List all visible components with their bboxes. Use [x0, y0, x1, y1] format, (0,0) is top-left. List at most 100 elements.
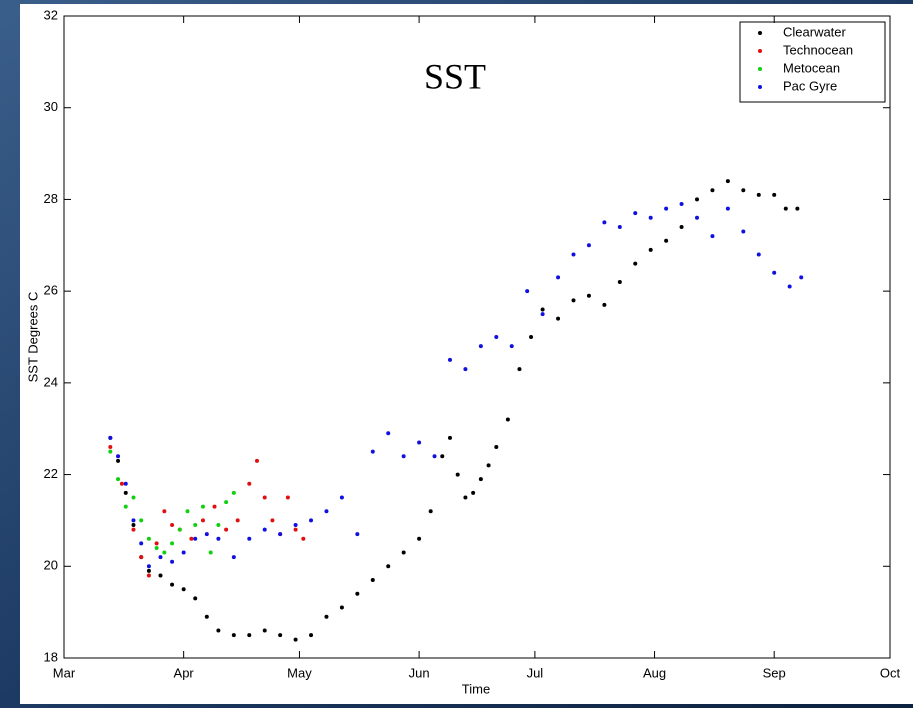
point: [799, 275, 804, 280]
point: [212, 504, 217, 509]
point: [293, 527, 298, 532]
legend-marker: [758, 67, 762, 71]
point: [193, 596, 198, 601]
point: [648, 247, 653, 252]
point: [162, 509, 167, 514]
point: [139, 541, 144, 546]
point: [181, 550, 186, 555]
point: [154, 545, 159, 550]
chart-title: SST: [424, 56, 486, 96]
point: [386, 564, 391, 569]
point: [170, 523, 175, 528]
point: [417, 536, 422, 541]
point: [401, 454, 406, 459]
point: [262, 527, 267, 532]
point: [193, 523, 198, 528]
point: [231, 555, 236, 560]
point: [116, 458, 121, 463]
point: [664, 206, 669, 211]
point: [783, 206, 788, 211]
point: [131, 523, 136, 528]
point: [139, 518, 144, 523]
point: [216, 536, 221, 541]
point: [440, 454, 445, 459]
point: [432, 454, 437, 459]
point: [401, 550, 406, 555]
point: [278, 633, 283, 638]
point: [355, 532, 360, 537]
point: [131, 495, 136, 500]
point: [170, 541, 175, 546]
point: [278, 532, 283, 537]
point: [146, 568, 151, 573]
point: [204, 614, 209, 619]
point: [119, 481, 124, 486]
point: [216, 628, 221, 633]
point: [116, 454, 121, 459]
point: [247, 536, 252, 541]
point: [170, 582, 175, 587]
y-tick-label: 32: [44, 7, 58, 22]
point: [586, 293, 591, 298]
point: [139, 555, 144, 560]
point: [633, 211, 638, 216]
y-tick-label: 24: [44, 374, 58, 389]
point: [648, 215, 653, 220]
point: [679, 224, 684, 229]
point: [224, 500, 229, 505]
point: [200, 504, 205, 509]
point: [679, 202, 684, 207]
point: [756, 252, 761, 257]
y-tick-label: 18: [44, 649, 58, 664]
point: [695, 197, 700, 202]
point: [208, 550, 213, 555]
x-tick-label: Jun: [409, 665, 430, 680]
point: [285, 495, 290, 500]
point: [216, 523, 221, 528]
point: [795, 206, 800, 211]
point: [617, 224, 622, 229]
point: [185, 509, 190, 514]
point: [756, 192, 761, 197]
point: [262, 628, 267, 633]
point: [324, 614, 329, 619]
legend: [739, 21, 886, 103]
point: [293, 637, 298, 642]
point: [525, 289, 530, 294]
point: [270, 518, 275, 523]
point: [146, 536, 151, 541]
point: [571, 298, 576, 303]
point: [123, 504, 128, 509]
point: [370, 449, 375, 454]
x-tick-label: May: [287, 665, 312, 680]
point: [123, 481, 128, 486]
point: [725, 179, 730, 184]
x-tick-label: Oct: [880, 665, 901, 680]
point: [131, 527, 136, 532]
point: [146, 564, 151, 569]
point: [301, 536, 306, 541]
x-tick-label: Sep: [763, 665, 786, 680]
point: [617, 279, 622, 284]
legend-marker: [758, 85, 762, 89]
point: [787, 284, 792, 289]
point: [309, 633, 314, 638]
y-tick-label: 26: [44, 283, 58, 298]
point: [428, 509, 433, 514]
point: [586, 243, 591, 248]
legend-label: Metocean: [783, 60, 840, 75]
point: [417, 440, 422, 445]
point: [478, 344, 483, 349]
point: [146, 573, 151, 578]
point: [324, 509, 329, 514]
point: [540, 312, 545, 317]
point: [339, 495, 344, 500]
point: [772, 192, 777, 197]
point: [463, 367, 468, 372]
point: [170, 559, 175, 564]
point: [486, 463, 491, 468]
point: [463, 495, 468, 500]
point: [193, 536, 198, 541]
point: [189, 536, 194, 541]
